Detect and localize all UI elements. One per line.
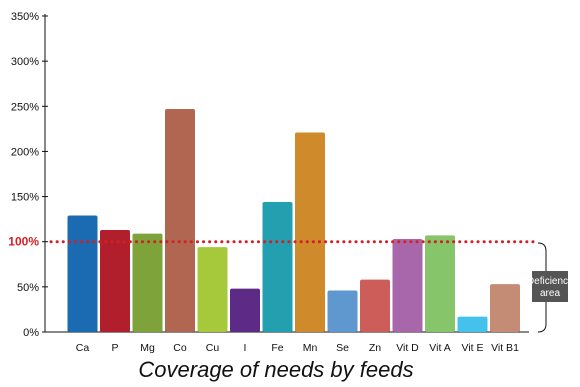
chart-title: Coverage of needs by feeds (138, 357, 413, 382)
bar-cu (197, 247, 228, 332)
x-tick-label: Mn (303, 342, 318, 354)
x-tick-label: Vit D (396, 342, 419, 354)
x-tick-label: Cu (206, 342, 220, 354)
bar-i (230, 288, 260, 332)
bar-mg (132, 233, 163, 332)
y-tick-label: 250% (11, 101, 39, 113)
x-tick-label: Zn (369, 342, 381, 354)
y-tick-label: 300% (11, 56, 39, 68)
x-tick-label: Co (173, 342, 187, 354)
x-tick-label: Mg (140, 342, 155, 354)
bar-se (327, 290, 358, 332)
deficiency-box (532, 271, 568, 302)
y-tick-label: 200% (11, 146, 39, 158)
y-tick-label: 50% (17, 282, 39, 294)
bar-p (100, 229, 130, 332)
x-tick-label: Se (336, 342, 349, 354)
y-tick-label: 350% (11, 11, 39, 23)
bar-vit-b1 (490, 284, 520, 332)
x-tick-label: Vit A (429, 342, 450, 354)
bar-co (165, 108, 195, 332)
deficiency-box-line1: Deficiency (527, 276, 573, 287)
y-ticks: 0% 50% 100% 150% 200% 250% 300% 350% (8, 11, 48, 339)
bar-vit-d (392, 239, 423, 332)
bar-vit-e (457, 316, 488, 332)
bar-mn (295, 132, 325, 332)
bar-vit-a (425, 235, 455, 332)
bars (67, 108, 520, 332)
y-tick-label: 150% (11, 192, 39, 204)
y-tick-label: 0% (23, 327, 39, 339)
x-tick-label: Ca (76, 342, 90, 354)
deficiency-box-line2: area (540, 288, 560, 299)
bar-ca (67, 215, 98, 332)
bar-fe (262, 201, 293, 332)
x-tick-label: P (111, 342, 118, 354)
bar-zn (360, 279, 390, 332)
x-tick-label: Fe (271, 342, 283, 354)
x-tick-label: I (244, 342, 247, 354)
deficiency-bracket: Deficiency area (527, 242, 573, 333)
y-tick-label: 100% (8, 235, 39, 249)
x-tick-label: Vit E (462, 342, 484, 354)
x-tick-labels: Ca P Mg Co Cu I Fe Mn Se Zn Vit D Vit A Vit E Vit B1 (76, 342, 519, 354)
x-tick-label: Vit B1 (491, 342, 519, 354)
